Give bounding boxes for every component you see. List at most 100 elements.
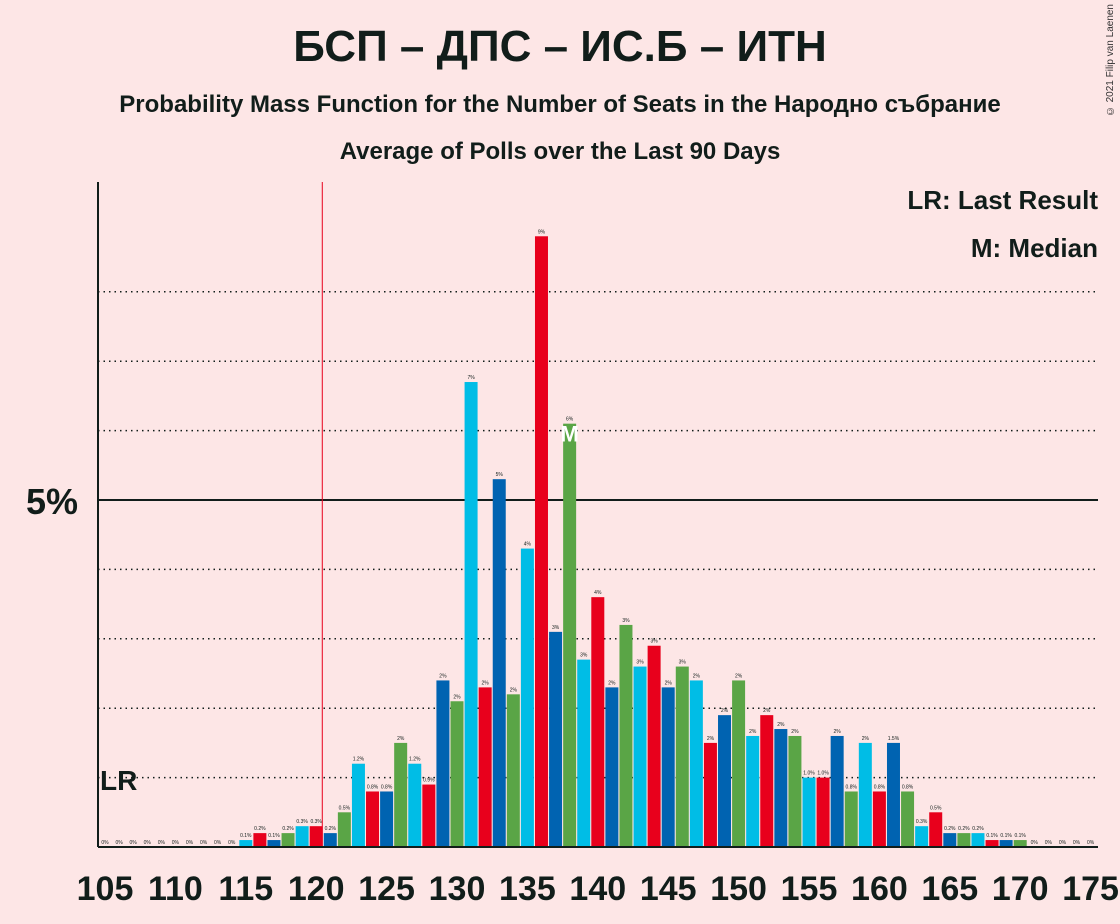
bar-label-114: 0% <box>228 840 236 846</box>
x-tick-label-145: 145 <box>640 870 697 908</box>
bar-label-112: 0% <box>200 840 208 846</box>
bar-label-127: 1.2% <box>409 757 421 763</box>
bar-label-143: 3% <box>636 660 644 666</box>
bar-label-124: 0.8% <box>367 784 379 790</box>
bar-seat-129 <box>436 680 450 847</box>
bar-label-151: 2% <box>749 729 757 735</box>
bar-label-149: 2% <box>721 708 729 714</box>
x-tick-label-115: 115 <box>218 870 273 908</box>
bar-label-133: 5% <box>496 472 504 478</box>
bar-label-128: 0.9% <box>423 778 435 784</box>
bar-seat-126 <box>394 742 408 847</box>
bar-seat-124 <box>366 791 380 847</box>
bar-label-147: 2% <box>693 673 701 679</box>
bar-label-164: 0.5% <box>930 805 942 811</box>
x-tick-label-130: 130 <box>429 870 486 908</box>
bar-label-129: 2% <box>439 673 447 679</box>
bar-label-108: 0% <box>144 840 152 846</box>
bar-seat-143 <box>633 666 647 847</box>
bar-seat-139 <box>577 659 591 847</box>
bar-label-173: 0% <box>1059 840 1067 846</box>
bar-label-132: 2% <box>482 680 490 686</box>
bar-label-150: 2% <box>735 673 743 679</box>
bar-seat-119 <box>295 826 309 847</box>
chart-subtitle: Probability Mass Function for the Number… <box>119 91 1001 118</box>
bar-label-109: 0% <box>158 840 166 846</box>
bar-label-115: 0.1% <box>240 833 252 839</box>
bar-seat-165 <box>943 833 957 847</box>
bar-label-106: 0% <box>115 840 123 846</box>
bar-label-139: 3% <box>580 653 588 659</box>
bar-seat-156 <box>816 777 830 847</box>
x-tick-label-165: 165 <box>921 870 978 908</box>
bar-seat-123 <box>351 763 365 847</box>
bar-label-157: 2% <box>834 729 842 735</box>
bar-label-126: 2% <box>397 736 405 742</box>
bar-label-160: 0.8% <box>874 784 886 790</box>
bar-label-121: 0.2% <box>325 826 337 832</box>
bar-seat-164 <box>929 812 943 847</box>
bar-seat-137 <box>549 631 563 847</box>
bar-label-142: 3% <box>622 618 630 624</box>
x-tick-label-105: 105 <box>77 870 134 908</box>
bar-seat-128 <box>422 784 436 847</box>
bar-label-161: 1.5% <box>888 736 900 742</box>
bar-seat-145 <box>661 687 675 847</box>
bar-seat-138 <box>563 423 577 847</box>
bar-seat-132 <box>478 687 492 847</box>
bar-label-175: 0% <box>1087 840 1095 846</box>
bar-label-153: 2% <box>777 722 785 728</box>
bar-label-130: 2% <box>453 694 461 700</box>
bar-label-145: 2% <box>665 680 673 686</box>
bar-seat-127 <box>408 763 422 847</box>
bar-seat-150 <box>732 680 746 847</box>
bar-label-120: 0.3% <box>310 819 322 825</box>
bar-seat-163 <box>915 826 929 847</box>
bar-label-170: 0.1% <box>1014 833 1026 839</box>
bar-seat-147 <box>689 680 703 847</box>
chart-subtitle-2: Average of Polls over the Last 90 Days <box>339 138 781 165</box>
bar-label-155: 1.0% <box>803 771 815 777</box>
bar-label-117: 0.1% <box>268 833 280 839</box>
bar-seat-131 <box>464 382 478 847</box>
bar-seat-121 <box>323 833 337 847</box>
bar-label-136: 9% <box>538 229 546 235</box>
bar-label-146: 3% <box>679 660 687 666</box>
bar-seat-161 <box>886 742 900 847</box>
bar-seat-136 <box>534 236 548 847</box>
bar-label-144: 3% <box>651 639 659 645</box>
bar-seat-167 <box>971 833 985 847</box>
bar-label-165: 0.2% <box>944 826 956 832</box>
bar-label-125: 0.8% <box>381 784 393 790</box>
bar-label-152: 2% <box>763 708 771 714</box>
bar-label-122: 0.5% <box>339 805 351 811</box>
x-tick-label-150: 150 <box>710 870 767 908</box>
bar-label-154: 2% <box>791 729 799 735</box>
bar-seat-118 <box>281 833 295 847</box>
bar-seat-152 <box>760 715 774 847</box>
bar-seat-141 <box>605 687 619 847</box>
x-tick-label-110: 110 <box>148 870 203 908</box>
bar-seat-148 <box>703 742 717 847</box>
chart-title: БСП – ДПС – ИС.Б – ИТН <box>293 22 827 71</box>
x-tick-label-175: 175 <box>1062 870 1119 908</box>
bar-label-163: 0.3% <box>916 819 928 825</box>
bar-seat-142 <box>619 624 633 847</box>
y-tick-label: 5% <box>26 481 78 522</box>
bar-label-156: 1.0% <box>817 771 829 777</box>
legend-last-result: LR: Last Result <box>907 185 1098 215</box>
bar-label-141: 2% <box>608 680 616 686</box>
bar-label-171: 0% <box>1031 840 1039 846</box>
bar-label-116: 0.2% <box>254 826 266 832</box>
bar-label-138: 6% <box>566 417 574 423</box>
bar-seat-166 <box>957 833 971 847</box>
bar-label-113: 0% <box>214 840 222 846</box>
bar-label-134: 2% <box>510 687 518 693</box>
bar-label-172: 0% <box>1045 840 1053 846</box>
bar-seat-146 <box>675 666 689 847</box>
bar-label-166: 0.2% <box>958 826 970 832</box>
legend-median: M: Median <box>970 233 1098 263</box>
bar-seat-133 <box>492 479 506 847</box>
bar-seat-140 <box>591 597 605 847</box>
bar-label-169: 0.1% <box>1000 833 1012 839</box>
